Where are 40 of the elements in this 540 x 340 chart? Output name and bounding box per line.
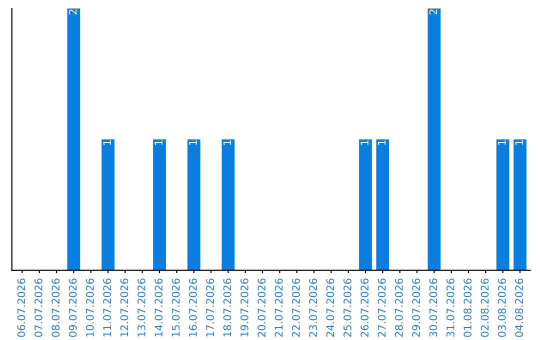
data-label: 1 [360, 140, 368, 145]
x-tick-label: 18.07.2026 [223, 278, 232, 336]
data-label: 1 [515, 140, 523, 145]
data-label: 1 [223, 140, 232, 145]
x-tick-label: 22.07.2026 [292, 278, 300, 337]
x-tick-label: 16.07.2026 [188, 278, 197, 336]
x-tick-label: 01.08.2026 [464, 278, 472, 337]
x-tick-label: 10.07.2026 [86, 278, 94, 336]
data-label: 1 [378, 140, 386, 145]
x-tick-label: 07.07.2026 [34, 278, 42, 337]
x-tick-label: 14.07.2026 [154, 278, 163, 336]
x-tick-label: 20.07.2026 [258, 278, 266, 337]
x-tick-label: 13.07.2026 [137, 278, 146, 336]
data-label: 1 [498, 140, 506, 145]
x-tick-label: 12.07.2026 [120, 278, 128, 336]
x-tick-label: 26.07.2026 [360, 278, 369, 337]
x-tick-label: 27.07.2026 [378, 278, 386, 337]
x-tick-label: 08.07.2026 [52, 278, 60, 337]
x-tick-label: 04.08.2026 [515, 278, 524, 337]
data-label: 2 [429, 10, 438, 14]
data-label: 1 [103, 140, 111, 145]
data-label: 2 [68, 10, 77, 14]
x-tick-label: 30.07.2026 [429, 278, 438, 337]
x-tick-label: 19.07.2026 [240, 278, 248, 336]
x-tick-label: 15.07.2026 [172, 278, 180, 336]
x-tick-label: 02.08.2026 [480, 278, 489, 337]
x-tick-label: 09.07.2026 [68, 278, 77, 337]
x-tick-label: 25.07.2026 [343, 278, 352, 337]
x-tick-label: 31.07.2026 [446, 278, 454, 337]
x-tick-label: 06.07.2026 [17, 278, 26, 337]
x-tick-label: 11.07.2026 [103, 278, 112, 336]
x-tick-label: 29.07.2026 [412, 278, 420, 337]
data-label: 1 [189, 140, 197, 145]
x-tick-label: 28.07.2026 [394, 278, 403, 337]
x-tick-label: 23.07.2026 [309, 278, 318, 337]
x-tick-label: 24.07.2026 [326, 278, 334, 337]
x-tick-label: 21.07.2026 [274, 278, 283, 337]
x-tick-label: 03.08.2026 [498, 278, 506, 337]
data-label: 1 [154, 140, 162, 145]
x-tick-label: 17.07.2026 [206, 278, 214, 336]
